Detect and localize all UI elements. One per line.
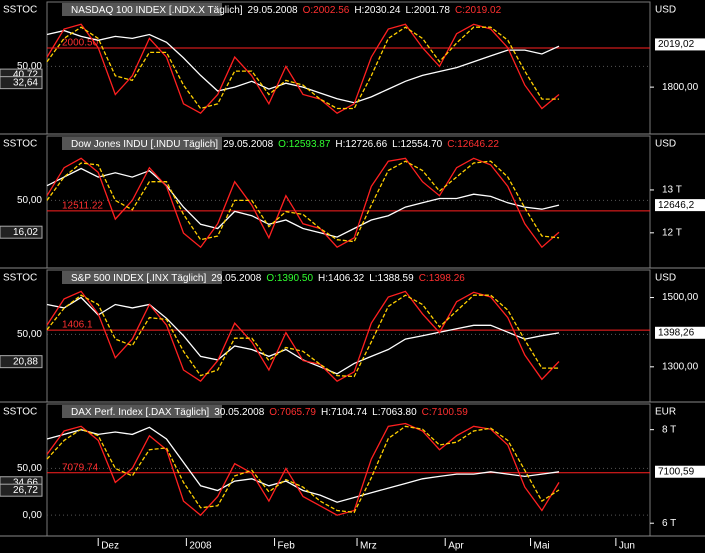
horizontal-line-label: 7079.74 [62,462,99,473]
header-date: 29.05.2008 [211,273,261,284]
header-close: C:7100.59 [422,407,469,418]
stoch-line [46,294,559,378]
currency-label: USD [655,5,676,16]
title-box [62,405,222,418]
currency-label: EUR [655,407,676,418]
last-price-label: 2019,02 [658,39,695,50]
price-line [46,167,560,238]
x-tick-label: 2008 [189,541,212,552]
header-title: DAX Perf. Index [.DAX Täglich] [71,407,209,418]
header-high: H:12726.66 [335,139,387,150]
header-close: C:1398.26 [419,273,466,284]
indicator-label: SSTOC [3,5,37,16]
y-tick-label: 13 T [662,185,682,196]
stoch-line [46,422,560,517]
header-low: L:12554.70 [392,139,442,150]
y2-tick-label: 50,00 [17,329,42,340]
value-label-box [0,355,43,369]
y-tick-label: 1300,00 [662,361,699,372]
y2-tick-label: 0,00 [23,510,43,521]
header-date: 30.05.2008 [214,407,264,418]
last-price-box [655,38,705,51]
title-box [62,271,222,284]
x-tick-label: Jun [619,541,635,552]
indicator-label: SSTOC [3,273,37,284]
last-price-box [655,326,705,339]
title-box [62,137,222,150]
price-line [46,29,560,104]
last-price-label: 12646,2 [658,200,695,211]
header-low: L:7063.80 [372,407,417,418]
header-open: O:7065.79 [269,407,316,418]
header-high: H:1406.32 [318,273,365,284]
stoch-line [46,160,560,243]
currency-label: USD [655,139,676,150]
x-tick-label: Apr [448,541,464,552]
header: NASDAQ 100 INDEX [.NDX.X Täglich] 29.05.2… [71,5,502,16]
stoch-line [46,23,560,115]
header-title: S&P 500 INDEX [.INX Täglich] [71,273,206,284]
header: DAX Perf. Index [.DAX Täglich] 30.05.2008… [71,407,468,418]
panel-frame [46,403,651,537]
stoch-line [46,26,559,110]
value-label-box [0,483,43,497]
header-date: 29.05.2008 [223,139,273,150]
y-tick-label: 8 T [662,424,676,435]
value-label-box [0,225,43,239]
header-high: H:7104.74 [321,407,368,418]
header-open: O:1390.50 [266,273,313,284]
value-label: 34,66 [13,477,38,488]
stoch-line [46,425,560,514]
title-box [62,3,222,16]
x-tick-label: Mrz [360,541,377,552]
horizontal-line-label: 12511.22 [62,201,103,212]
value-label: 20,88 [13,356,38,367]
header: S&P 500 INDEX [.INX Täglich] 29.05.2008 O:… [71,273,465,284]
x-tick-label: Mai [534,541,550,552]
y-tick-label: 1500,00 [662,292,699,303]
y2-tick-label: 50,00 [17,463,42,474]
header-low: L:2001.78 [405,5,450,16]
value-label: 26,72 [13,485,38,496]
indicator-label: SSTOC [3,407,37,418]
y-tick-label: 1800,00 [662,82,699,93]
header-close: C:2019.02 [455,5,502,16]
header-open: O:12593.87 [278,139,331,150]
last-price-label: 7100,59 [658,466,695,477]
header-title: NASDAQ 100 INDEX [.NDX.X Täglich] [71,5,243,16]
panel-frame [46,135,651,269]
value-label: 16,02 [13,227,38,238]
header-date: 29.05.2008 [248,5,298,16]
panel-frame [46,1,651,135]
header-title: Dow Jones INDU [.INDU Täglich] [71,139,218,150]
stoch-line [46,157,560,249]
x-tick-label: Dez [101,541,119,552]
stoch-line [46,290,560,383]
panel-frame [46,269,651,403]
currency-label: USD [655,273,676,284]
y-tick-label: 12 T [662,227,682,238]
value-label: 32,64 [13,77,38,88]
horizontal-line-label: 1406.1 [62,320,93,331]
header: Dow Jones INDU [.INDU Täglich] 29.05.2008… [71,139,499,150]
indicator-label: SSTOC [3,139,37,150]
value-label-box [0,76,43,90]
price-line [46,296,560,375]
y-tick-label: 6 T [662,518,676,529]
y2-tick-label: 50,00 [17,195,42,206]
header-high: H:2030.24 [354,5,401,16]
y2-tick-label: 50,00 [17,61,42,72]
header-open: O:2002.56 [303,5,350,16]
header-low: L:1388.59 [369,273,414,284]
last-price-box [655,465,705,478]
last-price-label: 1398,26 [658,327,695,338]
price-line [46,426,560,503]
x-tick-label: Feb [278,541,296,552]
last-price-box [655,199,705,212]
value-label: 40,72 [13,70,38,81]
header-close: C:12646.22 [447,139,499,150]
horizontal-line-label: 2000.50 [62,38,99,49]
